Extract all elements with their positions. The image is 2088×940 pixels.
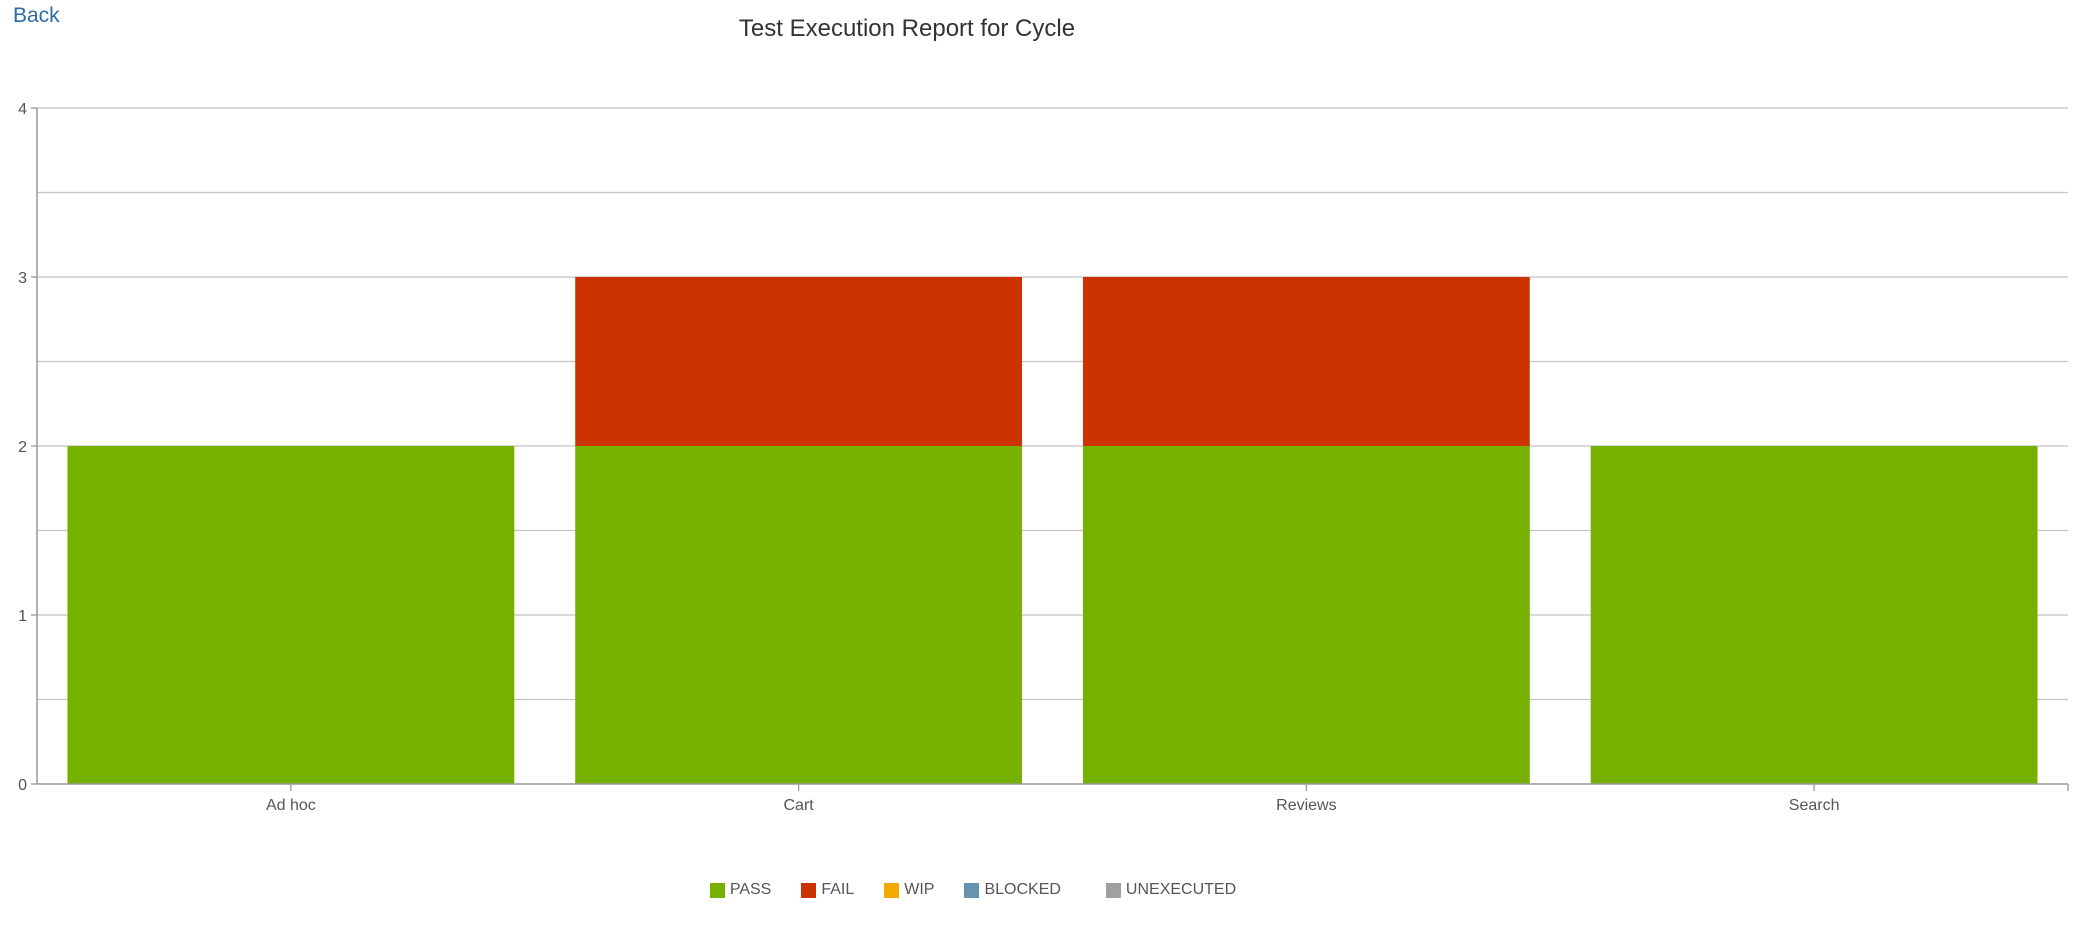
legend-label: BLOCKED: [984, 881, 1061, 898]
y-tick-label: 3: [18, 270, 27, 287]
legend-label: FAIL: [821, 881, 855, 898]
bar-pass-cart: [575, 446, 1023, 784]
legend-swatch: [1105, 882, 1121, 898]
y-tick-label: 1: [18, 608, 27, 625]
legend-item-pass[interactable]: PASS: [709, 881, 772, 899]
legend-label: PASS: [729, 881, 772, 898]
legend-swatch: [964, 882, 980, 898]
back-link[interactable]: Back: [13, 4, 60, 27]
bar-fail-reviews: [1082, 277, 1530, 446]
axes: 0 1 2 3 4 Ad hoc Cart Reviews Search: [18, 101, 2069, 814]
chart-title: Test Execution Report for Cycle: [738, 15, 1076, 42]
legend-label: UNEXECUTED: [1125, 881, 1237, 898]
legend-swatch: [709, 882, 725, 898]
y-tick-label: 0: [18, 777, 27, 794]
bars: [67, 277, 2038, 784]
legend-swatch: [884, 882, 900, 898]
legend-item-blocked[interactable]: BLOCKED: [964, 881, 1061, 899]
y-tick-label: 2: [18, 439, 27, 456]
x-tick-label: Search: [1789, 797, 1840, 814]
bar-fail-cart: [575, 277, 1023, 446]
x-tick-label: Cart: [784, 797, 815, 814]
chart-legend: PASS FAIL WIP BLOCKED UNEXECUTED: [0, 881, 1976, 899]
stacked-bar-chart: 0 1 2 3 4 Ad hoc Cart Reviews Search: [18, 101, 2069, 814]
legend-item-wip[interactable]: WIP: [884, 881, 934, 899]
x-tick-label: Ad hoc: [266, 797, 316, 814]
y-tick-label: 4: [18, 101, 27, 118]
bar-pass-search: [1590, 446, 2038, 784]
legend-item-unexecuted[interactable]: UNEXECUTED: [1105, 881, 1237, 899]
legend-label: WIP: [904, 881, 935, 898]
bar-pass-reviews: [1082, 446, 1530, 784]
x-tick-label: Reviews: [1276, 797, 1336, 814]
legend-swatch: [801, 882, 817, 898]
bar-pass-ad-hoc: [67, 446, 515, 784]
legend-item-fail[interactable]: FAIL: [801, 881, 854, 899]
